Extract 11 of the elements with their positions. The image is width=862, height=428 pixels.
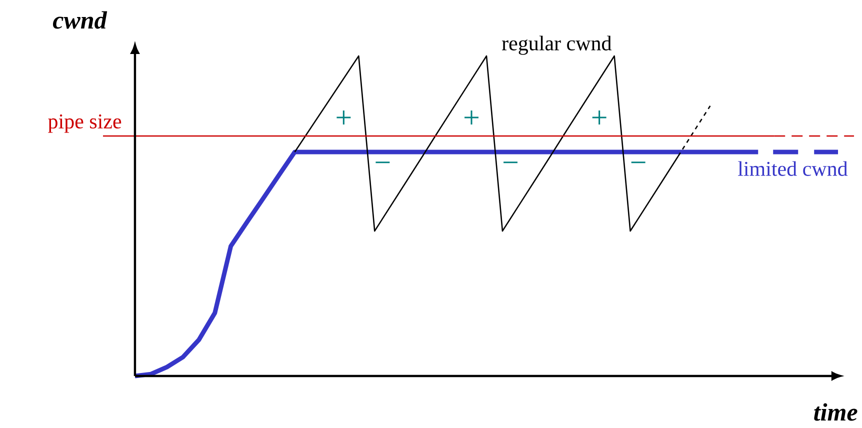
annotation: − (631, 162, 646, 164)
series-label: pipe size (48, 114, 122, 133)
annotation: − (376, 162, 390, 164)
annotation: − (504, 162, 518, 164)
annotation: + (592, 110, 606, 124)
series-label: limited cwnd (738, 161, 848, 176)
annotation: + (336, 110, 351, 124)
x-axis-title: time (814, 403, 858, 421)
series-label: regular cwnd (502, 36, 612, 55)
y-axis-title: cwnd (53, 11, 108, 29)
annotation: + (464, 110, 478, 124)
